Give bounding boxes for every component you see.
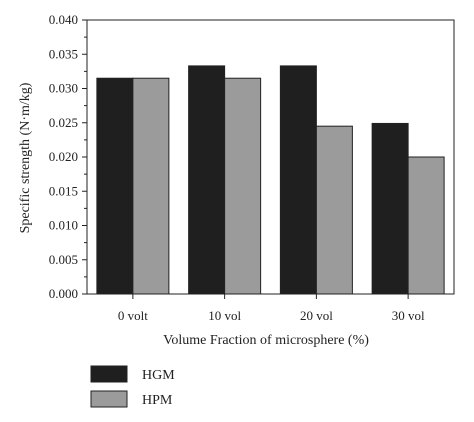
x-tick-label: 20 vol — [300, 308, 333, 323]
labels-layer: 0 volt 10 vol 20 vol 30 vol 0.000 0.005 0.010 0… — [49, 12, 425, 323]
legend-swatch-hgm — [90, 365, 128, 383]
y-tick-label: 0.010 — [49, 218, 78, 233]
legend: HGM HPM — [90, 365, 175, 408]
y-tick-label: 0.015 — [49, 183, 78, 198]
bar-hgm-3 — [371, 122, 409, 295]
bar-hpm-2 — [315, 125, 353, 295]
x-tick-label: 10 vol — [208, 308, 241, 323]
y-tick-label: 0.040 — [49, 12, 78, 27]
bar-hpm-1 — [224, 77, 262, 295]
x-axis-title: Volume Fraction of microsphere (%) — [163, 333, 369, 348]
y-tick-label: 0.035 — [49, 46, 78, 61]
axes-layer — [82, 19, 455, 299]
y-tick-label: 0.020 — [49, 149, 78, 164]
bar-hpm-3 — [407, 156, 445, 295]
legend-swatch-hpm — [90, 390, 128, 408]
legend-label-hgm: HGM — [142, 368, 175, 383]
y-tick-label: 0.025 — [49, 115, 78, 130]
bar-hgm-0 — [96, 77, 134, 295]
bar-hgm-2 — [279, 65, 317, 295]
x-tick-label: 0 volt — [118, 308, 148, 323]
bar-hgm-1 — [188, 65, 226, 295]
y-tick-label: 0.030 — [49, 81, 78, 96]
x-tick-label: 30 vol — [392, 308, 425, 323]
bars-layer — [96, 65, 445, 295]
y-tick-label: 0.005 — [49, 252, 78, 267]
y-tick-label: 0.000 — [49, 286, 78, 301]
legend-label-hpm: HPM — [142, 393, 173, 408]
y-axis-title: Specific strength (N·m/kg) — [18, 82, 33, 233]
bar-hpm-0 — [132, 77, 170, 295]
